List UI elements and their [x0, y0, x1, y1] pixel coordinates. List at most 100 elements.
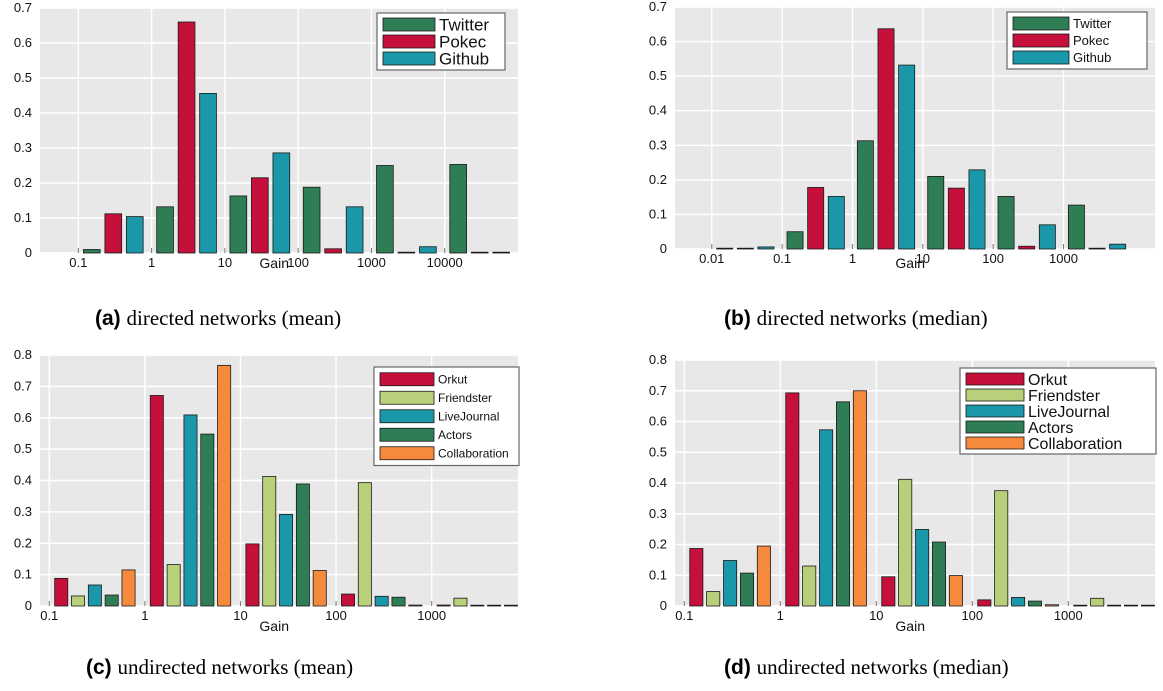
- bar: [199, 93, 217, 254]
- legend-label: Pokec: [439, 33, 487, 52]
- bar: [785, 392, 800, 607]
- bar: [54, 577, 69, 607]
- bar: [1124, 604, 1138, 607]
- chart-c: 0 0.1 0.2 0.3 0.4 0.5 0.6 0.7 0.8 0.1 1 10 100 1000 Ga…: [14, 347, 520, 634]
- y-tick-label: 0.4: [14, 105, 32, 120]
- bar: [994, 490, 1009, 607]
- bar: [881, 576, 896, 607]
- y-tick-label: 0.7: [649, 383, 667, 398]
- y-tick-label: 0.6: [649, 414, 667, 429]
- legend-label: LiveJournal: [438, 410, 499, 424]
- x-tick-label: 100: [287, 255, 309, 270]
- bar: [183, 414, 198, 607]
- x-tick-label: 0.1: [675, 608, 693, 623]
- y-tick-label: 0: [660, 598, 667, 613]
- y-tick-label: 0.6: [14, 410, 32, 425]
- bar: [1140, 604, 1155, 607]
- caption-b-text: directed networks (median): [756, 306, 988, 330]
- x-tick-label: 0.1: [773, 251, 791, 266]
- legend-swatch: [379, 372, 435, 387]
- bar: [856, 140, 874, 250]
- bar: [1044, 604, 1059, 607]
- bar: [345, 206, 364, 254]
- y-tick-label: 0.2: [649, 537, 667, 552]
- caption-c-tag: (c): [86, 656, 112, 679]
- bar: [357, 482, 372, 607]
- legend-swatch: [382, 34, 436, 49]
- legend-label: Collaboration: [438, 447, 509, 461]
- bar: [492, 251, 510, 254]
- legend-label: Orkut: [1028, 372, 1068, 389]
- bar: [341, 593, 355, 607]
- x-tick-label: 1000: [1054, 608, 1083, 623]
- y-tick-label: 0.1: [649, 567, 667, 582]
- bar: [786, 231, 804, 250]
- x-tick-label: 1: [777, 608, 784, 623]
- bar: [436, 604, 451, 607]
- caption-d-text: undirected networks (median): [756, 655, 1009, 679]
- bar: [453, 597, 468, 607]
- y-tick-label: 0.2: [649, 172, 667, 187]
- x-tick-label: 10: [869, 608, 883, 623]
- x-axis-label: Gain: [259, 618, 289, 634]
- bar: [200, 433, 215, 607]
- x-tick-label: 1: [849, 251, 856, 266]
- x-tick-label: 100: [982, 251, 1004, 266]
- bar: [1028, 600, 1042, 607]
- bar: [166, 564, 181, 607]
- legend-label: Github: [439, 50, 489, 69]
- chart-b: 0 0.1 0.2 0.3 0.4 0.5 0.6 0.7 0.01 0.1 1 10 100 1000 G…: [649, 0, 1155, 271]
- bar: [376, 165, 394, 254]
- bar: [121, 569, 136, 607]
- chart-a: 0 0.1 0.2 0.3 0.4 0.5 0.6 0.7 0.1 1 10 100 1000 10000…: [14, 0, 518, 271]
- caption-a-text: directed networks (mean): [126, 306, 342, 330]
- caption-a: (a) directed networks (mean): [95, 306, 341, 331]
- legend-swatch: [379, 446, 435, 461]
- bar: [1088, 247, 1106, 250]
- y-tick-label: 0.7: [14, 378, 32, 393]
- bar: [947, 187, 965, 250]
- y-tick-label: 0.1: [14, 210, 32, 225]
- y-tick-label: 0.4: [649, 475, 667, 490]
- legend-label: Twitter: [1073, 16, 1112, 31]
- y-tick-label: 0: [660, 241, 667, 256]
- legend-label: Actors: [438, 428, 472, 442]
- bar: [807, 187, 825, 250]
- bar: [716, 247, 734, 250]
- bar: [723, 560, 738, 607]
- bar: [836, 401, 850, 607]
- x-tick-label: 1000: [1049, 251, 1078, 266]
- bar: [156, 206, 174, 254]
- y-tick-label: 0.5: [649, 68, 667, 83]
- legend-label: Actors: [1028, 420, 1073, 437]
- bar: [877, 28, 895, 250]
- x-tick-label: 0.1: [40, 608, 58, 623]
- legend-label: Orkut: [438, 373, 468, 387]
- legend-swatch: [379, 427, 435, 442]
- bar: [852, 390, 867, 607]
- bar: [324, 248, 342, 254]
- bar: [997, 196, 1015, 250]
- legend-swatch: [965, 404, 1025, 418]
- bar: [470, 251, 489, 254]
- x-tick-label: 10: [233, 608, 247, 623]
- y-tick-label: 0.5: [14, 70, 32, 85]
- caption-d-tag: (d): [724, 656, 751, 679]
- bar: [177, 21, 196, 254]
- y-tick-label: 0: [25, 598, 32, 613]
- y-tick-label: 0.6: [14, 35, 32, 50]
- bar: [948, 575, 963, 607]
- bar: [689, 548, 704, 607]
- y-tick-label: 0.3: [14, 504, 32, 519]
- bar: [977, 599, 992, 607]
- x-tick-label: 10000: [427, 255, 463, 270]
- y-tick-label: 0.1: [14, 567, 32, 582]
- bar: [827, 196, 845, 250]
- bar: [740, 572, 754, 607]
- y-tick-label: 0.7: [14, 0, 32, 15]
- legend-label: Pokec: [1073, 33, 1110, 48]
- bar: [272, 152, 291, 254]
- y-tick-label: 0.1: [649, 206, 667, 221]
- legend-swatch: [965, 372, 1025, 386]
- x-axis-label: Gain: [895, 618, 925, 634]
